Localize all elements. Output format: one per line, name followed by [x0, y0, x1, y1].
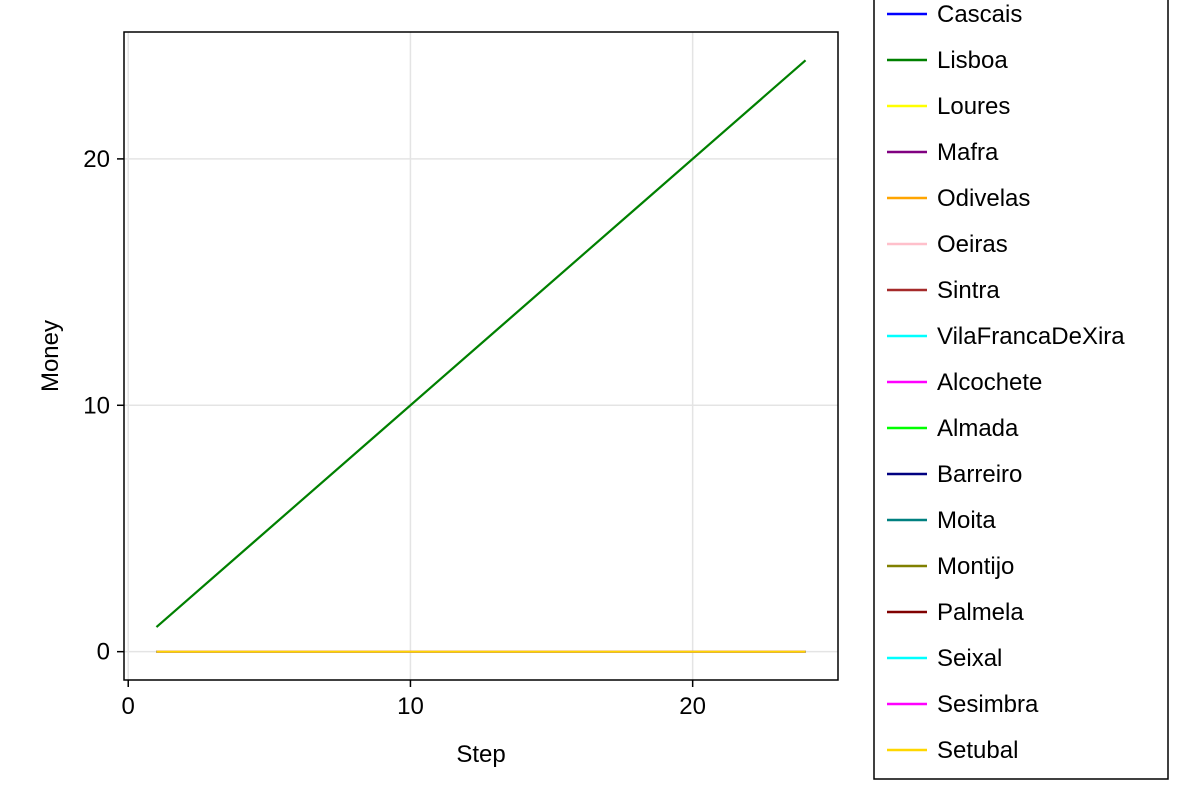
- legend-label: Sesimbra: [937, 691, 1039, 718]
- x-tick-label: 10: [397, 693, 424, 720]
- legend-label: Palmela: [937, 599, 1024, 626]
- x-tick-label: 0: [122, 693, 135, 720]
- legend-entry-lisboa: Lisboa: [887, 47, 1008, 74]
- legend-label: Seixal: [937, 645, 1002, 672]
- legend-entry-seixal: Seixal: [887, 645, 1002, 672]
- legend-entry-odivelas: Odivelas: [887, 185, 1030, 212]
- y-tick-label: 20: [83, 146, 110, 173]
- legend-label: Mafra: [937, 139, 999, 166]
- legend-frame: [873, 0, 1169, 780]
- legend-entry-vilafrancadexira: VilaFrancaDeXira: [887, 323, 1125, 350]
- y-tick-label: 0: [97, 639, 110, 666]
- legend-label: Setubal: [937, 737, 1018, 764]
- legend-entry-almada: Almada: [887, 415, 1019, 442]
- legend-entry-barreiro: Barreiro: [887, 461, 1022, 488]
- y-tick-label: 10: [83, 392, 110, 419]
- legend-label: Loures: [937, 93, 1010, 120]
- x-tick-label: 20: [679, 693, 706, 720]
- legend-entry-moita: Moita: [887, 507, 996, 534]
- legend-entry-sesimbra: Sesimbra: [887, 691, 1039, 718]
- legend-entry-palmela: Palmela: [887, 599, 1024, 626]
- legend-label: Moita: [937, 507, 996, 534]
- legend-entry-setubal: Setubal: [887, 737, 1018, 764]
- legend-label: Almada: [937, 415, 1019, 442]
- legend-entry-cascais: Cascais: [887, 1, 1022, 28]
- legend-entry-montijo: Montijo: [887, 553, 1014, 580]
- legend-label: Alcochete: [937, 369, 1042, 396]
- legend-items: Cascais Lisboa Loures Mafra Odivelas Oeiras Si…: [887, 1, 1125, 764]
- legend-label: Lisboa: [937, 47, 1008, 74]
- tick-layer: 0 10 20 0 10 20: [83, 146, 706, 720]
- legend-label: Montijo: [937, 553, 1014, 580]
- legend-entry-oeiras: Oeiras: [887, 231, 1008, 258]
- y-axis-label: Money: [37, 320, 64, 392]
- plot-frame: [123, 31, 839, 681]
- legend-entry-sintra: Sintra: [887, 277, 1000, 304]
- legend-label: Sintra: [937, 277, 1000, 304]
- legend-entry-alcochete: Alcochete: [887, 369, 1042, 396]
- legend-entry-loures: Loures: [887, 93, 1010, 120]
- legend-entry-mafra: Mafra: [887, 139, 999, 166]
- legend-label: VilaFrancaDeXira: [937, 323, 1125, 350]
- legend: Cascais Lisboa Loures Mafra Odivelas Oeiras Si…: [873, 0, 1169, 780]
- series-layer: [155, 59, 807, 653]
- legend-label: Cascais: [937, 1, 1022, 28]
- x-axis-label: Step: [456, 741, 505, 768]
- legend-label: Barreiro: [937, 461, 1022, 488]
- legend-label: Odivelas: [937, 185, 1030, 212]
- legend-label: Oeiras: [937, 231, 1008, 258]
- grid-layer: [124, 32, 838, 680]
- series-line-lisboa: [155, 59, 807, 628]
